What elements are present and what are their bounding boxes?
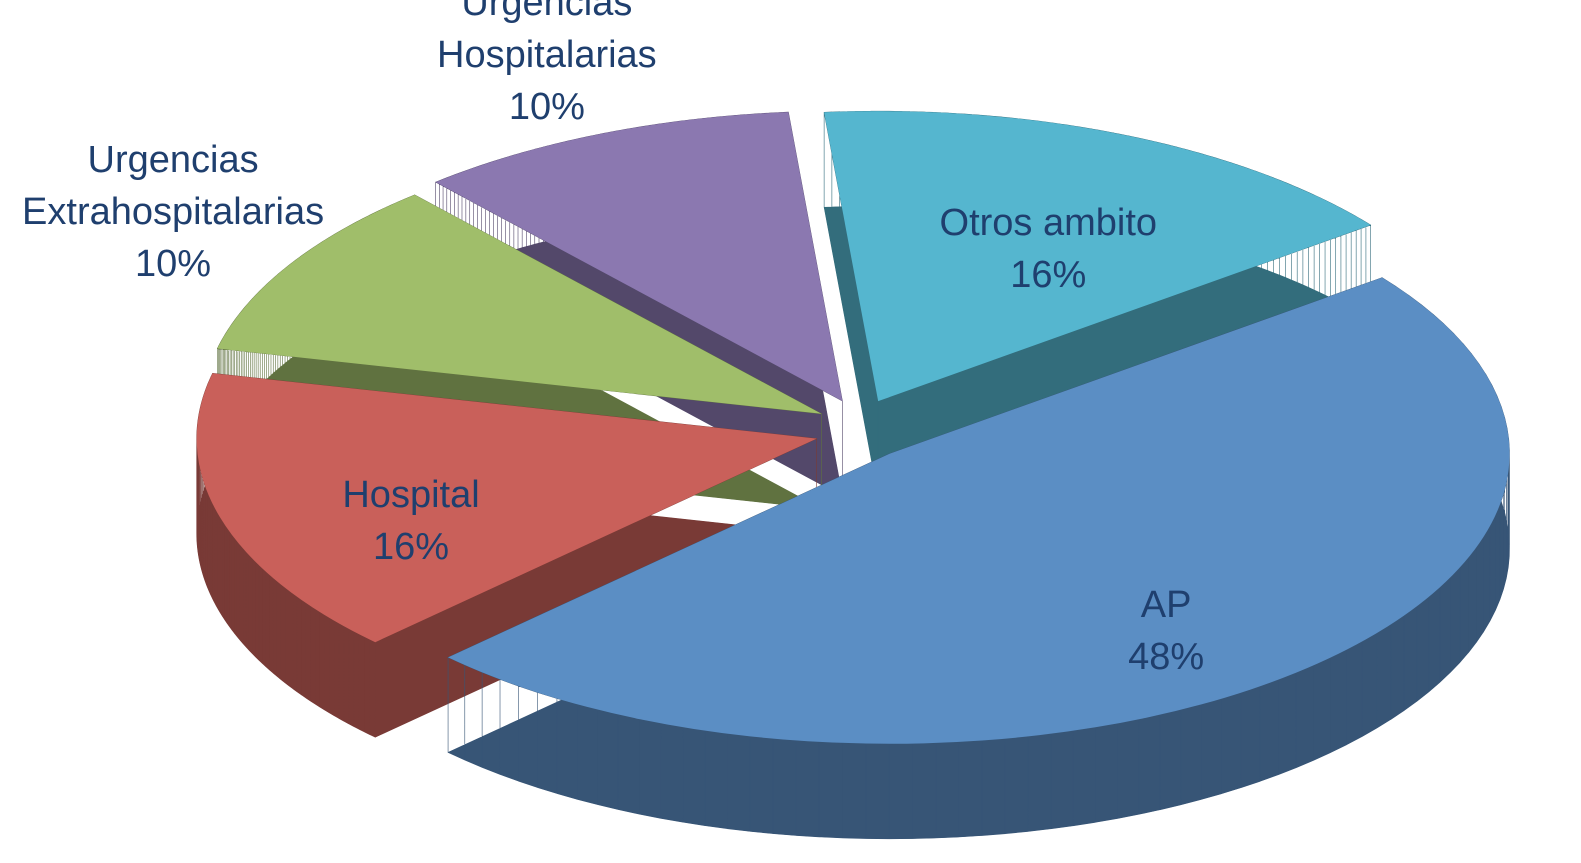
data-label: Urgencias Hospitalarias 10%: [437, 0, 657, 133]
slice-top: [196, 373, 817, 643]
slice-top: [448, 277, 1510, 744]
data-label: AP 48%: [1128, 579, 1204, 683]
value-label: 16%: [1010, 254, 1087, 297]
slice-top: [217, 194, 822, 414]
category-label: Otros ambito: [939, 202, 1158, 245]
slice-top: [435, 112, 843, 402]
data-label: Otros ambito 16%: [940, 197, 1158, 301]
value-label: 10%: [135, 242, 212, 285]
category-label: AP: [1140, 584, 1192, 627]
category-label: Urgencias Extrahospitalarias: [22, 138, 325, 233]
category-label: Urgencias Hospitalarias: [437, 0, 657, 77]
slice: [447, 277, 1510, 840]
data-label: Hospital 16%: [342, 469, 479, 573]
slice-top: [824, 111, 1371, 402]
value-label: 10%: [508, 86, 585, 129]
value-label: 16%: [372, 525, 450, 568]
value-label: 48%: [1128, 636, 1205, 679]
category-label: Hospital: [342, 473, 480, 516]
slice: [823, 110, 1371, 497]
data-label: Urgencias Extrahospitalarias 10%: [22, 134, 324, 290]
slice: [196, 373, 817, 738]
